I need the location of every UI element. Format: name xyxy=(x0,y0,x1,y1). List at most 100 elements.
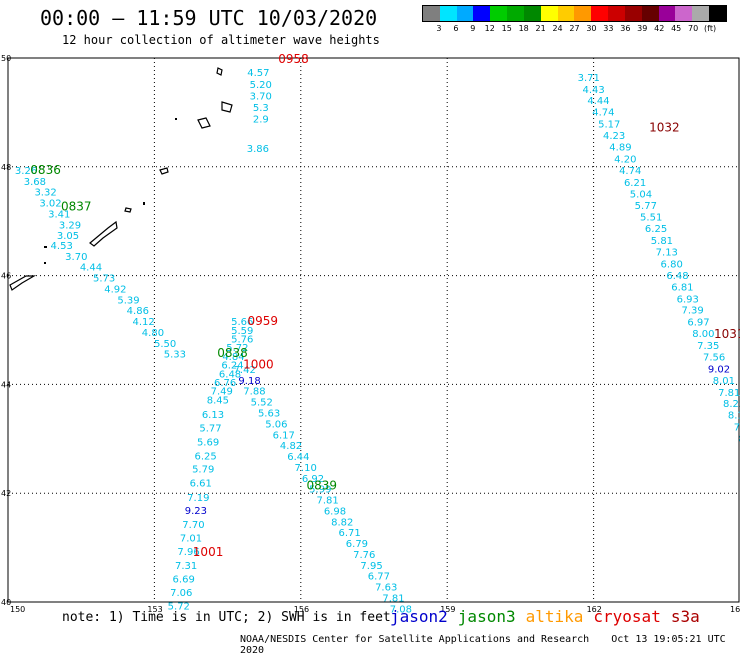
wave-height-value: 4.53 xyxy=(51,241,73,252)
legend-color-cell xyxy=(507,6,524,21)
page-title: 00:00 – 11:59 UTC 10/03/2020 xyxy=(40,6,378,30)
wave-height-value: 3.68 xyxy=(24,177,46,188)
wave-height-value: 5.76 xyxy=(231,335,253,346)
wave-height-value: 7.31 xyxy=(175,561,197,572)
wave-height-value: 6.93 xyxy=(677,294,699,305)
wave-height-value: 5.33 xyxy=(164,350,186,361)
wave-height-value: 7.49 xyxy=(211,387,233,398)
wave-height-value: 6.69 xyxy=(173,574,195,585)
pass-time-label: 0837 xyxy=(61,199,92,213)
wave-height-value: 4.86 xyxy=(127,306,149,317)
wave-height-value: 5.50 xyxy=(154,339,176,350)
wave-height-value: 5.63 xyxy=(258,408,280,419)
wave-height-value: 6.61 xyxy=(190,479,212,490)
legend-tick-label: 24 xyxy=(552,24,563,33)
pass-time-label: 0836 xyxy=(30,163,61,177)
lat-tick-label: 50 xyxy=(1,54,11,63)
color-legend: 3 6 9 12 15 18 21 24 27 30 33 36 39 42 45 70 (ft) xyxy=(422,5,727,35)
wave-height-value: 5.59 xyxy=(231,326,253,337)
wave-height-value: 8.01 xyxy=(713,376,735,387)
wave-height-value: 7.88 xyxy=(243,387,265,398)
wave-height-value: 7.81 xyxy=(317,496,339,507)
wave-height-value: 6.71 xyxy=(338,528,360,539)
legend-color-cell xyxy=(423,6,440,21)
legend-tick-label: 3 xyxy=(436,24,442,33)
lat-tick-label: 44 xyxy=(1,380,11,389)
wave-height-value: 4.82 xyxy=(280,441,302,452)
wave-height-value: 5.81 xyxy=(651,236,673,247)
wave-height-value: 5.72 xyxy=(226,343,248,354)
wave-height-value: 4.12 xyxy=(133,317,155,328)
wave-height-value: 4.80 xyxy=(142,328,164,339)
wave-height-value: 4.43 xyxy=(582,85,604,96)
wave-height-value: 4.74 xyxy=(592,108,614,119)
legend-tick-label: 12 xyxy=(484,24,495,33)
wave-height-value: 7.13 xyxy=(656,247,678,258)
wave-height-value: 6.97 xyxy=(687,318,709,329)
wave-height-value: 5.79 xyxy=(192,465,214,476)
wave-height-value: 6.48 xyxy=(219,369,241,380)
wave-height-value: 7.06 xyxy=(170,588,192,599)
wave-height-value: 7.35 xyxy=(697,341,719,352)
wave-height-value: 6.17 xyxy=(273,430,295,441)
lon-tick-label: 156 xyxy=(294,605,309,614)
legend-color-cell xyxy=(439,6,457,21)
page-subtitle: 12 hour collection of altimeter wave hei… xyxy=(62,33,380,47)
wave-height-value: 5.77 xyxy=(199,424,221,435)
map-grid xyxy=(7,57,740,603)
legend-color-cell xyxy=(456,6,474,21)
satellite-label-altika: altika xyxy=(525,607,584,626)
wave-height-value: 3.41 xyxy=(48,209,70,220)
lon-tick-label: 153 xyxy=(147,605,162,614)
legend-tick-label: 45 xyxy=(671,24,682,33)
wave-height-value: 4.92 xyxy=(104,284,126,295)
wave-height-value: 4.44 xyxy=(587,96,609,107)
wave-height-value: 6.81 xyxy=(671,282,693,293)
wave-height-value: 7.70 xyxy=(182,520,204,531)
legend-color-cell xyxy=(490,6,508,21)
wave-height-value: 6.98 xyxy=(324,506,346,517)
wave-height-value: 4.57 xyxy=(247,68,269,79)
pass-time-label: 1032 xyxy=(649,120,680,134)
legend-color-cell xyxy=(557,6,575,21)
wave-height-value: 9.18 xyxy=(238,376,260,387)
wave-height-value: 6.25 xyxy=(645,224,667,235)
legend-color-cell xyxy=(608,6,625,21)
satellite-label-cryosat: cryosat xyxy=(593,607,661,626)
legend-color-cell xyxy=(473,6,491,21)
wave-height-value: 3.32 xyxy=(34,188,56,199)
pass-time-label: 0959 xyxy=(247,314,278,328)
legend-color-cell xyxy=(523,6,541,21)
wave-height-value: 7.56 xyxy=(703,352,725,363)
wave-height-value: 7.50 xyxy=(734,423,740,434)
wave-height-value: 5.06 xyxy=(265,419,287,430)
wave-height-value: 7.39 xyxy=(682,306,704,317)
legend-tick-labels: 3 6 9 12 15 18 21 24 27 30 33 36 39 42 45 70 (ft) xyxy=(422,22,727,36)
wave-height-value: 5.99 xyxy=(309,485,331,496)
legend-color-bar xyxy=(422,5,727,22)
wave-height-value: 5.77 xyxy=(635,201,657,212)
wave-height-value: 8.82 xyxy=(331,517,353,528)
pass-time-label: 1031 xyxy=(714,327,740,341)
wave-height-value: 4.84 xyxy=(222,352,244,363)
satellite-label-jason3: jason3 xyxy=(457,607,516,626)
legend-tick-label: 30 xyxy=(586,24,597,33)
legend-color-cell xyxy=(624,6,642,21)
legend-color-cell xyxy=(692,6,710,21)
lat-tick-label: 42 xyxy=(1,489,11,498)
wave-height-value: 5.3 xyxy=(253,103,269,114)
map-border xyxy=(7,57,740,603)
legend-tick-label: 42 xyxy=(654,24,665,33)
lat-tick-label: 46 xyxy=(1,272,11,281)
legend-tick-label: 33 xyxy=(603,24,614,33)
wave-height-value: 5.72 xyxy=(168,602,190,613)
pass-time-label: 1001 xyxy=(193,545,224,559)
lat-tick-label: 48 xyxy=(1,163,11,172)
wave-height-value: 7.42 xyxy=(234,365,256,376)
satellite-label-s3a: s3a xyxy=(670,607,700,626)
wave-height-value: 8.45 xyxy=(207,395,229,406)
wave-height-value: 6.77 xyxy=(368,572,390,583)
lon-tick-label: 150 xyxy=(10,605,25,614)
